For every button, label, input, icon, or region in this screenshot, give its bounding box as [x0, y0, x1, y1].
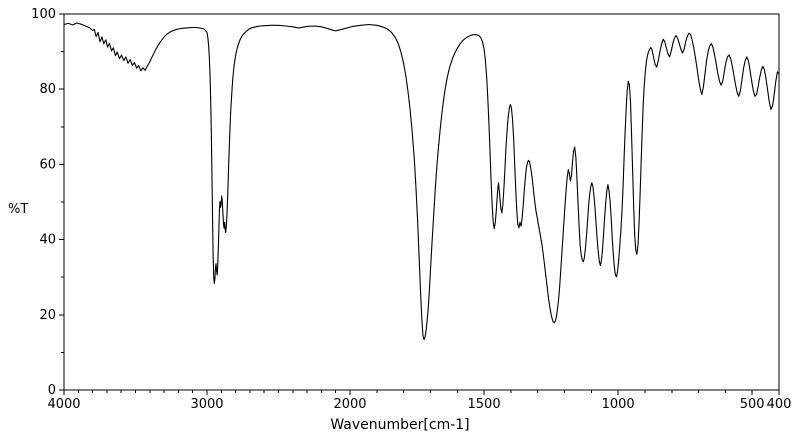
x-tick-label: 1500: [468, 397, 501, 412]
y-tick-label: 80: [39, 82, 56, 97]
y-tick-label: 20: [39, 308, 56, 323]
x-tick-label: 500: [740, 397, 765, 412]
y-tick-label: 40: [39, 233, 56, 248]
x-tick-label: 3000: [190, 397, 223, 412]
x-tick-label: 1000: [602, 397, 635, 412]
y-tick-label: 60: [39, 157, 56, 172]
y-tick-label: 0: [48, 383, 56, 398]
y-tick-label: 100: [31, 7, 56, 22]
x-tick-label: 2000: [333, 397, 366, 412]
y-axis-title: %T: [8, 202, 29, 217]
x-tick-label: 4000: [47, 397, 80, 412]
spectrum-curve: [63, 22, 780, 341]
plot-border: [63, 13, 780, 391]
x-axis-title: Wavenumber[cm-1]: [330, 417, 470, 433]
x-tick-label: 400: [767, 397, 792, 412]
